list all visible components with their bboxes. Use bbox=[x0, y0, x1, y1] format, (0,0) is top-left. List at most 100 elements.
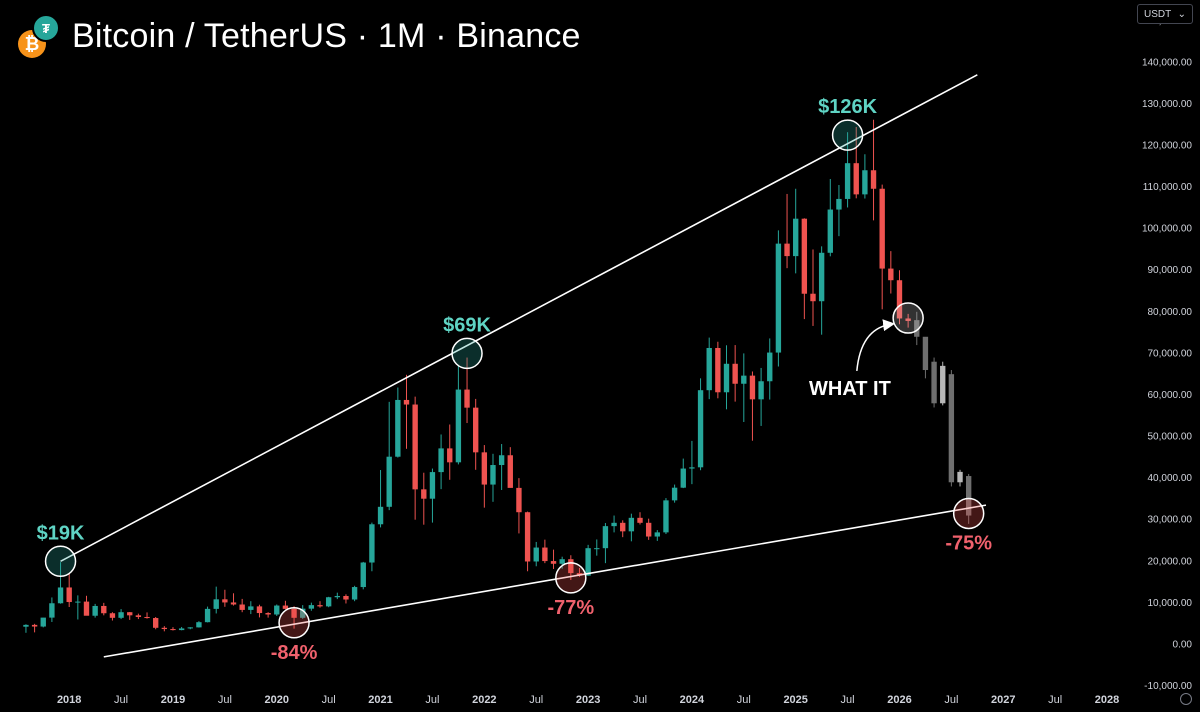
candle-body bbox=[248, 606, 254, 610]
candle bbox=[542, 539, 548, 564]
candle-body bbox=[265, 613, 271, 615]
candle-body bbox=[965, 476, 972, 516]
y-tick-label: 80,000.00 bbox=[1148, 307, 1193, 318]
trough-label: -84% bbox=[271, 642, 318, 664]
candle-body bbox=[23, 624, 29, 627]
candle bbox=[23, 624, 29, 633]
candle-body bbox=[585, 548, 591, 576]
candle bbox=[75, 595, 81, 620]
candle-body bbox=[888, 268, 894, 281]
candle bbox=[827, 178, 833, 257]
candle-body bbox=[127, 612, 133, 616]
candle-body bbox=[611, 522, 617, 527]
candle bbox=[844, 132, 851, 208]
candle bbox=[663, 498, 669, 535]
candle-body bbox=[870, 170, 877, 189]
time-axis[interactable]: 2018 Jul 2019 Jul 2020 Jul 2021 Jul 2022 Jul 2023 J… bbox=[57, 694, 1119, 706]
projection-candle bbox=[914, 311, 920, 346]
candle-body bbox=[645, 522, 652, 537]
candle bbox=[377, 470, 384, 528]
x-tick-label: Jul bbox=[737, 694, 751, 706]
candle-body bbox=[395, 399, 401, 457]
candle bbox=[870, 119, 877, 221]
peak-label: $19K bbox=[37, 522, 85, 544]
candle bbox=[732, 345, 738, 402]
y-tick-label: 130,000.00 bbox=[1142, 99, 1192, 110]
candle-body bbox=[57, 587, 64, 604]
chart-title: Bitcoin / TetherUS · 1M · Binance bbox=[72, 16, 581, 55]
projection-candle bbox=[948, 370, 955, 487]
currency-selector-value: USDT bbox=[1144, 8, 1172, 20]
candle-body bbox=[905, 318, 911, 321]
candle bbox=[300, 605, 306, 619]
candle bbox=[473, 398, 479, 470]
x-tick-label: Jul bbox=[218, 694, 232, 706]
candle-body bbox=[274, 605, 280, 615]
candles-layer bbox=[23, 119, 972, 633]
y-tick-label: 90,000.00 bbox=[1148, 265, 1193, 276]
x-tick-label: 2019 bbox=[161, 694, 185, 706]
candle bbox=[801, 218, 808, 320]
y-tick-label: 60,000.00 bbox=[1148, 390, 1193, 401]
candle-body bbox=[559, 559, 565, 564]
candle-body bbox=[438, 448, 444, 473]
candle bbox=[49, 597, 55, 622]
gear-icon[interactable] bbox=[1180, 693, 1192, 705]
candle bbox=[144, 612, 150, 619]
candle bbox=[127, 611, 133, 620]
candle bbox=[274, 604, 280, 616]
candle-body bbox=[940, 365, 946, 404]
candle-body bbox=[793, 218, 799, 257]
candle-body bbox=[896, 280, 903, 319]
candle bbox=[671, 484, 678, 503]
candle-body bbox=[256, 606, 263, 614]
candle bbox=[369, 522, 375, 572]
candle bbox=[360, 561, 366, 590]
y-tick-label: 50,000.00 bbox=[1148, 432, 1193, 443]
candle-body bbox=[49, 603, 55, 618]
candle-body bbox=[75, 601, 81, 603]
candle bbox=[351, 585, 358, 602]
candle-body bbox=[697, 390, 704, 468]
candle-body bbox=[931, 361, 937, 404]
candle-body bbox=[83, 601, 90, 616]
candle bbox=[680, 458, 686, 489]
upper-trendline bbox=[60, 74, 978, 562]
candle-body bbox=[637, 517, 643, 523]
projection-candle bbox=[957, 469, 963, 487]
candle-body bbox=[801, 218, 808, 294]
y-tick-label: 20,000.00 bbox=[1148, 556, 1193, 567]
candle-body bbox=[568, 559, 574, 574]
candle-body bbox=[300, 608, 306, 618]
y-tick-label: 120,000.00 bbox=[1142, 141, 1192, 152]
candle-body bbox=[40, 617, 46, 627]
currency-selector[interactable]: USDT ⌄ bbox=[1137, 4, 1193, 24]
x-tick-label: 2018 bbox=[57, 694, 81, 706]
projection-candle bbox=[931, 357, 937, 408]
candle-body bbox=[741, 375, 747, 384]
candle bbox=[516, 478, 522, 534]
x-tick-label: 2023 bbox=[576, 694, 600, 706]
candle-body bbox=[447, 448, 453, 463]
candle-body bbox=[473, 407, 479, 453]
candle bbox=[784, 193, 790, 269]
candle bbox=[187, 627, 193, 630]
candle bbox=[455, 365, 462, 465]
candle-body bbox=[689, 467, 695, 469]
candle-body bbox=[879, 188, 885, 269]
trendlines-layer bbox=[60, 74, 987, 658]
y-tick-label: 30,000.00 bbox=[1148, 515, 1193, 526]
candle-body bbox=[715, 347, 721, 393]
candle bbox=[793, 188, 799, 274]
candle-body bbox=[767, 352, 773, 382]
y-tick-label: 40,000.00 bbox=[1148, 473, 1193, 484]
candle-body bbox=[291, 608, 297, 618]
price-axis[interactable]: 150,000.00140,000.00130,000.00120,000.00… bbox=[1142, 16, 1192, 692]
candle-body bbox=[654, 532, 660, 537]
x-tick-label: 2024 bbox=[680, 694, 705, 706]
candle bbox=[282, 600, 289, 610]
candle-body bbox=[109, 613, 116, 618]
y-tick-label: 110,000.00 bbox=[1143, 182, 1193, 193]
candle bbox=[715, 341, 721, 399]
